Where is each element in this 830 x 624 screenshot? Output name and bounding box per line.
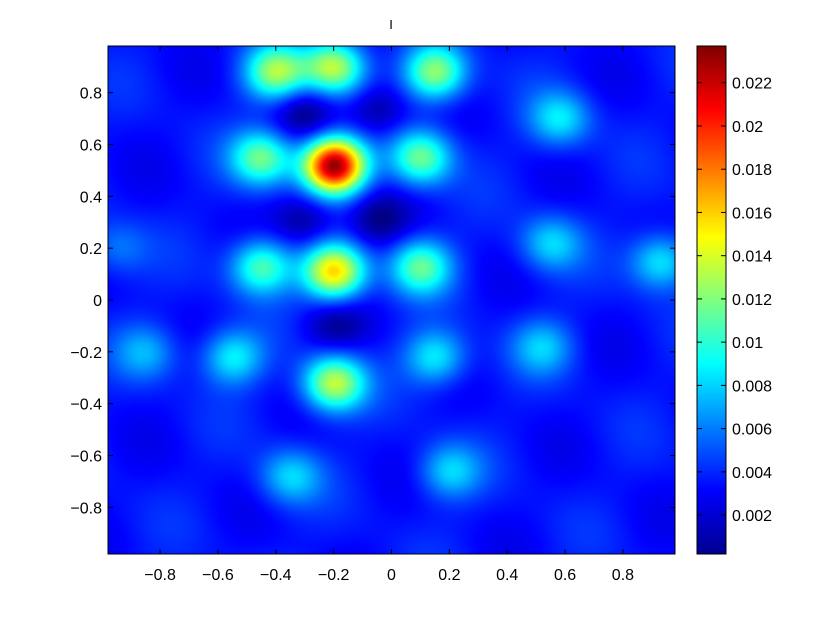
colorbar-tick-label: 0.01 xyxy=(732,335,763,352)
colorbar-tick-label: 0.004 xyxy=(732,465,772,482)
colorbar-tick-label: 0.02 xyxy=(732,119,763,136)
x-tick-label: 0.6 xyxy=(554,567,576,584)
colorbar-tick-label: 0.022 xyxy=(732,76,772,93)
colorbar-tick-label: 0.002 xyxy=(732,508,772,525)
colorbar-frame xyxy=(696,45,727,555)
x-tick-label: −0.2 xyxy=(318,567,350,584)
y-tick-label: 0 xyxy=(93,293,102,310)
y-tick-label: 0.2 xyxy=(80,241,102,258)
colorbar-tick-label: 0.012 xyxy=(732,292,772,309)
x-axis: −0.8 −0.6 −0.4 −0.2 0 0.2 0.4 0.6 0.8 xyxy=(144,46,634,584)
colorbar: 0.022 0.02 0.018 0.016 0.014 0.012 0.01 0.008 0.… xyxy=(696,45,772,555)
x-tick-label: −0.8 xyxy=(144,567,176,584)
y-tick-label: −0.6 xyxy=(70,449,102,466)
colorbar-tick-label: 0.018 xyxy=(732,162,772,179)
x-tick-label: 0.2 xyxy=(438,567,460,584)
x-tick-label: 0.4 xyxy=(496,567,518,584)
y-tick-label: −0.8 xyxy=(70,500,102,517)
colorbar-gradient xyxy=(697,46,726,554)
y-axis: 0.8 0.6 0.4 0.2 0 −0.2 −0.4 −0.6 −0.8 xyxy=(70,86,675,517)
x-tick-label: −0.4 xyxy=(260,567,292,584)
y-tick-label: −0.2 xyxy=(70,345,102,362)
colorbar-tick-label: 0.016 xyxy=(732,205,772,222)
chart-title: I xyxy=(389,17,393,32)
colorbar-tick-label: 0.006 xyxy=(732,422,772,439)
colorbar-ticks: 0.022 0.02 0.018 0.016 0.014 0.012 0.01 0.008 0.… xyxy=(697,76,772,525)
heatmap-surface-wrapper xyxy=(108,46,675,554)
heatmap-surface xyxy=(108,46,675,554)
colorbar-tick-label: 0.008 xyxy=(732,378,772,395)
plot-area: −0.8 −0.6 −0.4 −0.2 0 0.2 0.4 0.6 0.8 0.80.60.40… xyxy=(70,45,676,584)
x-tick-label: 0.8 xyxy=(612,567,634,584)
x-tick-label: 0 xyxy=(387,567,396,584)
y-tick-label: 0.4 xyxy=(80,189,102,206)
y-tick-label: 0.6 xyxy=(80,137,102,154)
colorbar-tick-label: 0.014 xyxy=(732,249,772,266)
x-tick-label: −0.6 xyxy=(202,567,234,584)
y-tick-label: −0.4 xyxy=(70,397,102,414)
y-tick-label: 0.8 xyxy=(80,86,102,103)
